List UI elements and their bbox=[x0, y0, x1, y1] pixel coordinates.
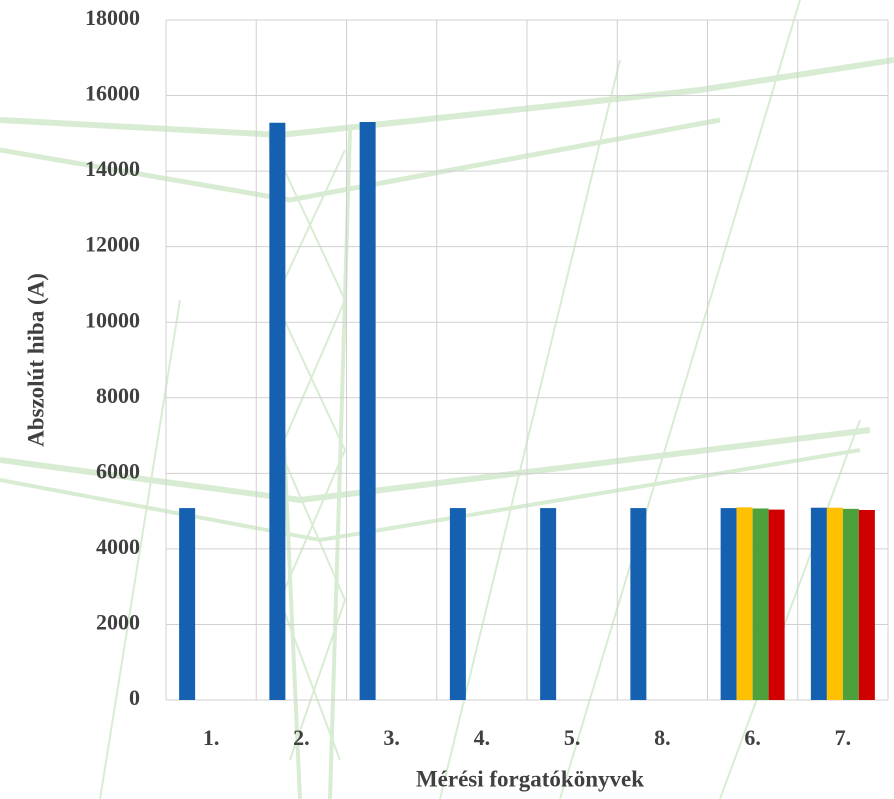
bar bbox=[540, 508, 557, 700]
bar bbox=[858, 509, 875, 700]
y-tick-label: 2000 bbox=[96, 609, 140, 634]
y-tick-label: 14000 bbox=[85, 156, 140, 181]
bar bbox=[768, 509, 785, 700]
bar bbox=[269, 122, 286, 700]
x-tick-label: 2. bbox=[293, 725, 310, 750]
y-tick-label: 6000 bbox=[96, 458, 140, 483]
x-tick-label: 4. bbox=[474, 725, 491, 750]
bar bbox=[752, 508, 769, 700]
bar bbox=[179, 508, 196, 700]
y-tick-label: 8000 bbox=[96, 383, 140, 408]
y-tick-label: 16000 bbox=[85, 81, 140, 106]
y-axis-title: Abszolút hiba (A) bbox=[23, 273, 48, 447]
bar bbox=[630, 508, 647, 700]
bar bbox=[720, 508, 737, 700]
bar bbox=[826, 507, 843, 700]
x-axis-title: Mérési forgatókönyvek bbox=[416, 766, 644, 791]
y-tick-label: 18000 bbox=[85, 5, 140, 30]
x-tick-label: 3. bbox=[383, 725, 400, 750]
bar bbox=[736, 507, 753, 700]
bar bbox=[842, 508, 859, 700]
y-tick-label: 4000 bbox=[96, 534, 140, 559]
bar bbox=[359, 122, 376, 700]
y-tick-label: 12000 bbox=[85, 232, 140, 257]
x-tick-label: 7. bbox=[835, 725, 852, 750]
x-tick-label: 8. bbox=[654, 725, 671, 750]
x-tick-label: 1. bbox=[203, 725, 220, 750]
bar bbox=[449, 508, 466, 700]
x-tick-label: 6. bbox=[744, 725, 761, 750]
bar bbox=[810, 507, 827, 700]
y-tick-label: 0 bbox=[129, 685, 140, 710]
y-tick-label: 10000 bbox=[85, 307, 140, 332]
x-tick-label: 5. bbox=[564, 725, 581, 750]
